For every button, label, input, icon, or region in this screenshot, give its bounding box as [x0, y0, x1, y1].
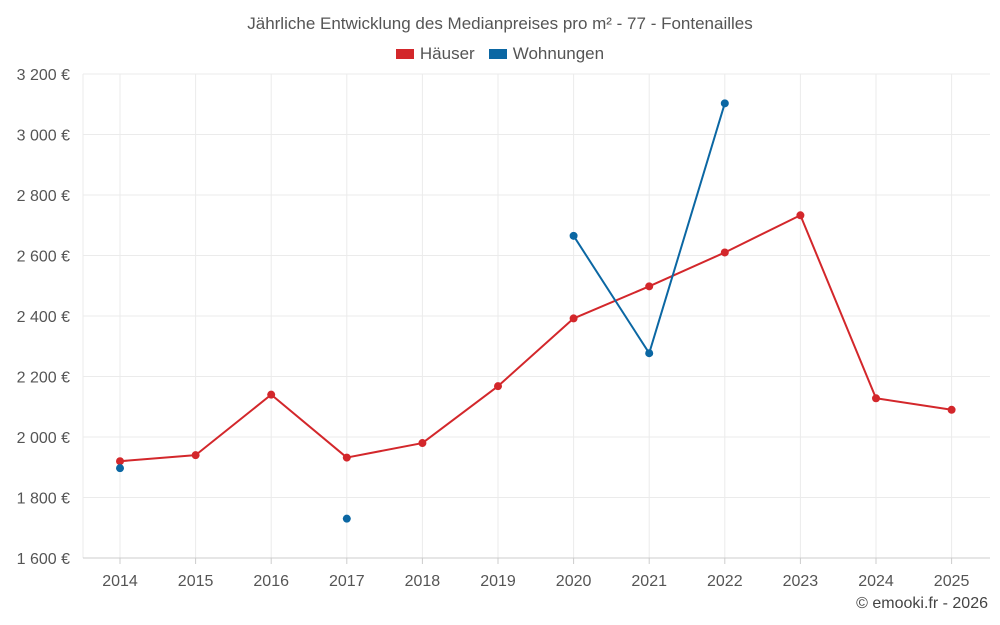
data-point-wohnungen	[116, 464, 124, 473]
legend-label-wohnungen: Wohnungen	[512, 44, 605, 63]
legend-label-haeuser: Häuser	[419, 44, 475, 63]
y-tick-label: 2 200 €	[17, 370, 70, 387]
chart-title: Jährliche Entwicklung des Medianpreises …	[247, 14, 753, 33]
credit-text: © emooki.fr - 2026	[856, 595, 988, 612]
x-tick-label: 2014	[102, 573, 138, 590]
y-tick-label: 2 000 €	[17, 430, 70, 447]
data-point-haeuser	[720, 248, 729, 257]
x-tick-label: 2018	[405, 573, 441, 590]
x-tick-label: 2017	[329, 573, 365, 590]
data-point-haeuser	[645, 282, 654, 291]
y-tick-label: 2 600 €	[17, 249, 70, 266]
x-tick-label: 2016	[253, 573, 289, 590]
legend: Häuser Wohnungen	[0, 44, 1000, 64]
data-point-wohnungen	[342, 514, 351, 523]
x-tick-label: 2024	[858, 573, 894, 590]
data-point-wohnungen	[720, 99, 729, 108]
legend-swatch-haeuser	[395, 49, 414, 59]
x-tick-label: 2021	[631, 573, 667, 590]
data-point-haeuser	[872, 394, 880, 403]
y-tick-label: 3 000 €	[17, 128, 70, 145]
x-tick-label: 2020	[556, 573, 592, 590]
data-point-wohnungen	[645, 349, 654, 358]
x-tick-label: 2022	[707, 573, 743, 590]
y-tick-label: 2 400 €	[17, 309, 70, 326]
data-point-haeuser	[494, 382, 502, 391]
x-tick-label: 2019	[480, 573, 516, 590]
legend-item-wohnungen[interactable]: Wohnungen	[488, 44, 605, 64]
data-point-haeuser	[796, 211, 805, 220]
data-point-haeuser	[947, 405, 956, 414]
series-line-haeuser	[119, 214, 952, 463]
data-point-haeuser	[418, 439, 427, 448]
data-point-haeuser	[342, 453, 351, 462]
y-tick-label: 1 800 €	[17, 491, 70, 508]
data-point-wohnungen	[569, 231, 578, 240]
x-tick-label: 2025	[934, 573, 970, 590]
x-tick-label: 2015	[178, 573, 214, 590]
data-point-haeuser	[191, 451, 200, 460]
data-point-haeuser	[116, 457, 124, 466]
data-point-haeuser	[569, 314, 578, 323]
y-tick-label: 3 200 €	[17, 67, 70, 84]
y-tick-label: 1 600 €	[17, 551, 70, 568]
legend-item-haeuser[interactable]: Häuser	[395, 44, 475, 64]
y-tick-label: 2 800 €	[17, 188, 70, 205]
x-tick-label: 2023	[783, 573, 819, 590]
legend-swatch-wohnungen	[488, 49, 507, 59]
data-point-haeuser	[267, 390, 276, 399]
